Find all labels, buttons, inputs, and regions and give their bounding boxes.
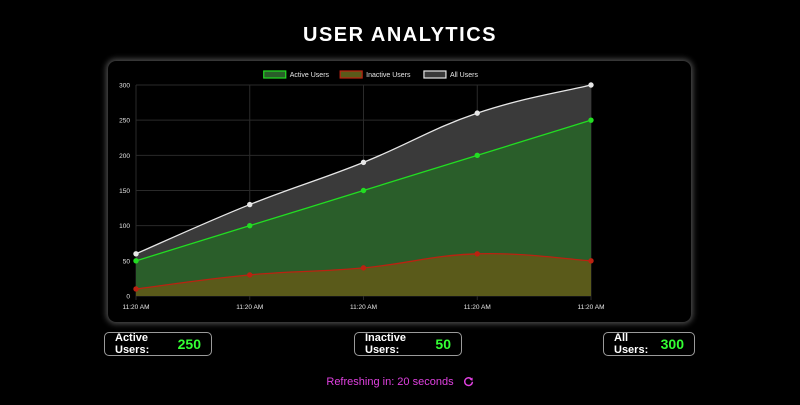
data-point	[247, 201, 253, 208]
refresh-status: Refreshing in: 20 seconds	[0, 376, 800, 390]
y-tick-label: 200	[119, 153, 130, 160]
y-tick-label: 250	[119, 118, 130, 125]
active-users-stat: Active Users: 250	[104, 332, 212, 356]
data-point	[133, 258, 139, 264]
data-point	[360, 159, 367, 166]
data-point	[474, 110, 480, 116]
all-users-value: 300	[660, 336, 684, 352]
inactive-users-label: Inactive Users:	[365, 332, 406, 356]
y-tick-label: 150	[119, 188, 130, 195]
inactive-users-value: 50	[435, 336, 451, 352]
x-tick-label: 11:20 AM	[578, 304, 605, 311]
data-point	[588, 82, 594, 88]
data-point	[588, 258, 594, 264]
legend-label: Active Users	[290, 72, 330, 79]
x-tick-label: 11:20 AM	[350, 304, 377, 311]
data-point	[360, 265, 367, 271]
page-title: USER ANALYTICS	[303, 24, 497, 46]
chart-card: 0 50 100 150 200 250 300 11:20 AM 11:20 AM 11:20 …	[108, 61, 691, 322]
area-chart: 0 50 100 150 200 250 300 11:20 AM 11:20 AM 11:20 …	[119, 70, 605, 311]
refresh-icon[interactable]	[463, 376, 474, 390]
x-tick-label: 11:20 AM	[236, 304, 263, 311]
series-area-1	[136, 253, 591, 296]
all-users-label: All Users:	[614, 332, 649, 356]
data-point	[474, 152, 480, 159]
y-tick-label: 0	[126, 294, 130, 301]
y-tick-label: 50	[123, 258, 131, 265]
refresh-countdown-text: Refreshing in: 20 seconds	[326, 376, 454, 388]
legend-label: Inactive Users	[366, 72, 411, 79]
data-point	[133, 286, 139, 292]
active-users-value: 250	[177, 336, 201, 352]
legend-swatch	[263, 70, 287, 79]
active-users-label: Active Users:	[115, 332, 150, 356]
y-tick-label: 100	[119, 223, 130, 230]
x-tick-label: 11:20 AM	[123, 304, 150, 311]
data-point	[474, 251, 480, 257]
legend-swatch	[339, 70, 363, 79]
y-tick-label: 300	[119, 83, 130, 90]
x-tick-label: 11:20 AM	[464, 304, 491, 311]
legend-label: All Users	[450, 72, 479, 79]
data-point	[247, 272, 253, 278]
data-point	[247, 222, 253, 229]
data-point	[588, 117, 594, 123]
legend-swatch	[423, 70, 447, 79]
inactive-users-stat: Inactive Users: 50	[354, 332, 462, 356]
all-users-stat: All Users: 300	[603, 332, 695, 356]
data-point	[360, 187, 367, 194]
data-point	[133, 251, 139, 257]
